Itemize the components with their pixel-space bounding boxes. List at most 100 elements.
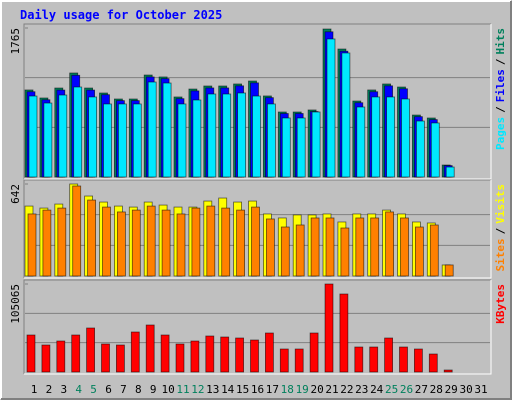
bar	[117, 211, 126, 277]
x-tick-label: 14	[221, 383, 235, 396]
bar	[87, 199, 96, 277]
x-tick-label: 23	[355, 383, 368, 396]
bar	[161, 209, 171, 277]
x-tick-label: 16	[251, 383, 264, 396]
bar	[162, 82, 172, 178]
bar	[252, 95, 261, 178]
bar	[371, 96, 381, 178]
bar	[73, 86, 83, 178]
bar	[176, 213, 186, 277]
bar	[28, 95, 38, 178]
bar	[401, 98, 410, 178]
bar	[296, 117, 306, 178]
bar	[205, 335, 215, 373]
x-tick-label: 26	[400, 383, 413, 396]
bar	[235, 337, 245, 373]
bar	[145, 324, 155, 373]
x-tick-label: 18	[281, 383, 294, 396]
x-tick-label: 19	[296, 383, 309, 396]
bar	[191, 207, 201, 277]
bar	[309, 332, 319, 373]
x-tick-label: 10	[161, 383, 174, 396]
bar	[131, 209, 141, 277]
bar	[385, 211, 395, 277]
bar	[26, 334, 36, 373]
legend: KBytes	[494, 284, 507, 324]
bar	[220, 336, 230, 373]
bar	[206, 205, 216, 277]
legend: Sites / Visits	[494, 184, 507, 272]
bar	[265, 218, 275, 277]
bar	[400, 217, 409, 277]
bar	[41, 344, 51, 373]
legend-separator: /	[494, 227, 507, 234]
bar	[341, 52, 351, 178]
x-tick-label: 20	[310, 383, 323, 396]
bar	[324, 283, 334, 373]
bar	[190, 340, 200, 373]
bar	[130, 331, 140, 373]
bar	[354, 346, 364, 373]
bar	[222, 93, 232, 178]
bar	[88, 96, 97, 178]
x-tick-label: 12	[191, 383, 204, 396]
bar	[207, 93, 217, 178]
x-tick-label: 29	[445, 383, 458, 396]
bar	[429, 224, 439, 277]
bar	[250, 339, 259, 373]
x-tick-label: 21	[325, 383, 338, 396]
bar	[339, 293, 349, 373]
panel-frame-light	[24, 24, 492, 180]
bar	[355, 217, 365, 277]
bar	[27, 213, 37, 277]
legend: Pages / Files / Hits	[494, 28, 507, 150]
bar	[42, 209, 52, 277]
bar	[72, 185, 82, 277]
x-tick-label: 13	[206, 383, 219, 396]
bar	[413, 348, 423, 373]
bar	[57, 207, 67, 277]
bar	[369, 346, 379, 373]
legend-separator: /	[494, 58, 507, 65]
x-tick-label: 9	[150, 383, 157, 396]
x-tick-label: 8	[135, 383, 142, 396]
legend-entry: Files	[494, 69, 507, 102]
x-tick-label: 6	[105, 383, 112, 396]
y-tick-label: 642	[9, 184, 22, 204]
bar	[264, 332, 274, 373]
x-tick-label: 31	[474, 383, 487, 396]
bar	[430, 122, 440, 178]
bar	[147, 81, 157, 178]
bar	[221, 207, 231, 277]
x-tick-label: 17	[266, 383, 279, 396]
bar	[428, 353, 438, 373]
bar	[160, 334, 170, 373]
bar	[340, 227, 350, 277]
panel-frame-light	[24, 280, 492, 375]
x-tick-label: 5	[90, 383, 97, 396]
bar	[146, 205, 156, 277]
x-tick-label: 15	[236, 383, 249, 396]
bar	[295, 224, 305, 277]
bar	[399, 346, 408, 373]
x-tick-label: 27	[415, 383, 428, 396]
x-tick-label: 11	[176, 383, 189, 396]
bar	[43, 102, 53, 178]
bar	[237, 92, 247, 178]
bar	[386, 96, 396, 178]
panel-frame-dark	[23, 23, 491, 179]
x-tick-label: 4	[75, 383, 82, 396]
bar	[132, 103, 142, 178]
bar	[356, 106, 366, 178]
x-tick-label: 1	[31, 383, 38, 396]
bar	[101, 343, 110, 373]
x-tick-label: 7	[120, 383, 127, 396]
legend-entry: Hits	[494, 28, 507, 55]
bar	[444, 264, 454, 277]
x-tick-label: 25	[385, 383, 398, 396]
bar	[118, 103, 127, 178]
x-tick-label: 3	[60, 383, 67, 396]
legend-entry: Pages	[494, 117, 507, 150]
bar	[266, 103, 276, 178]
